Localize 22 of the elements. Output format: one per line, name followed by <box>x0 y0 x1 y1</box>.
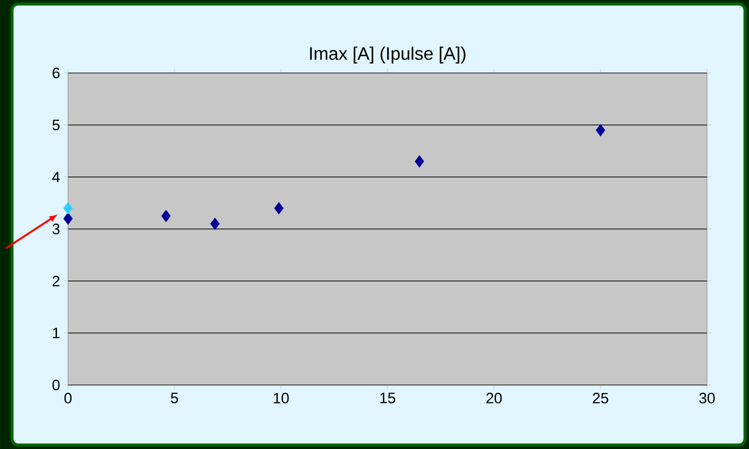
x-tick-label: 5 <box>170 392 178 404</box>
y-tick-label: 2 <box>52 276 60 286</box>
y-tick-label: 6 <box>52 68 60 78</box>
point <box>414 155 424 168</box>
y-tick-label: 0 <box>52 380 60 390</box>
y-tick-label: 3 <box>52 224 60 234</box>
x-tick-label: 10 <box>274 392 289 404</box>
point <box>274 202 284 214</box>
x-tick-label: 20 <box>486 392 502 404</box>
point <box>161 210 171 222</box>
y-tick-label: 1 <box>53 328 60 338</box>
x-tick-label: 30 <box>699 392 715 404</box>
point <box>210 218 220 230</box>
point <box>63 212 73 225</box>
point <box>63 202 73 214</box>
y-tick-label: 4 <box>52 172 60 182</box>
chart-title: Imax [A] (Ipulse [A]) <box>310 46 466 64</box>
y-tick-label: 5 <box>52 120 60 130</box>
x-tick-label: 15 <box>380 392 396 404</box>
x-tick-label: 25 <box>592 392 608 404</box>
x-tick-label: 0 <box>64 392 72 404</box>
point <box>596 124 606 136</box>
